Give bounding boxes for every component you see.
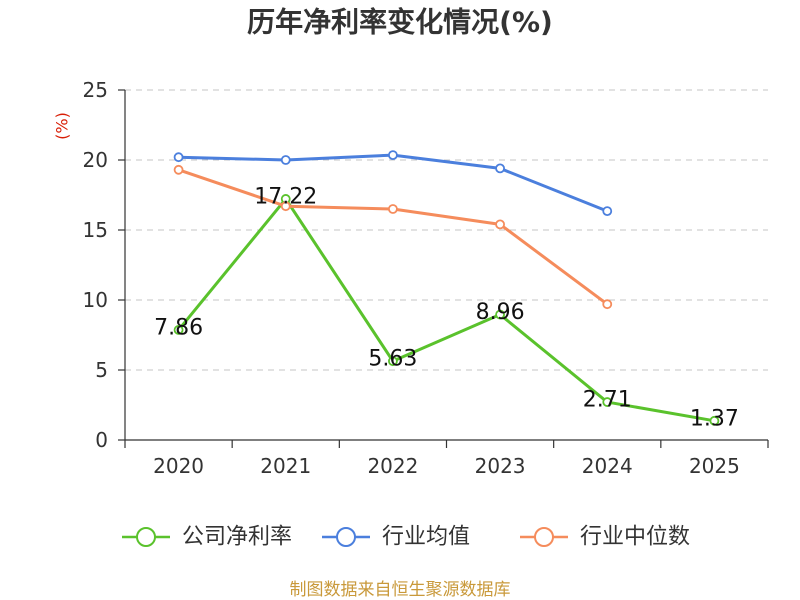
industry-average-point	[495, 163, 505, 174]
industry-median-point	[280, 201, 291, 212]
x-tick-label: 2023	[475, 454, 526, 478]
y-tick-label: 15	[83, 218, 108, 242]
legend: 公司净利率 行业均值 行业中位数	[122, 525, 690, 550]
industry-average-point	[173, 152, 184, 163]
legend-item-company-net-margin[interactable]: 公司净利率	[122, 525, 292, 550]
y-axis-label: (%)	[53, 112, 72, 140]
industry-median-point	[173, 164, 184, 175]
industry-average-line	[177, 153, 609, 213]
source-note: 制图数据来自恒生聚源数据库	[290, 580, 511, 600]
industry-average-point	[602, 206, 613, 217]
legend-marker-circle	[136, 527, 156, 547]
industry-median-point	[602, 299, 613, 310]
x-tick-label: 2022	[367, 454, 418, 478]
industry-median-line	[177, 168, 609, 306]
chart-title: 历年净利率变化情况(%)	[247, 6, 553, 39]
industry-average-point	[388, 150, 398, 161]
company-net-margin-data-label: 7.86	[154, 315, 203, 340]
company-net-margin-point	[495, 309, 505, 320]
industry-median-point	[388, 204, 398, 214]
company-net-margin-line	[177, 197, 716, 423]
x-tick-label: 2025	[689, 454, 740, 478]
legend-item-industry-average[interactable]: 行业均值	[322, 525, 470, 550]
company-net-margin-data-label: 8.96	[476, 300, 525, 325]
x-tick-label: 2024	[582, 454, 633, 478]
company-net-margin-data-label: 17.22	[254, 184, 317, 209]
data-labels: 7.86 17.22 5.63 8.96 2.71 1.37	[154, 184, 739, 431]
company-net-margin-data-label: 1.37	[690, 406, 739, 431]
company-net-margin-point	[388, 356, 398, 367]
industry-median-point	[495, 219, 505, 230]
x-tick-label: 2021	[260, 454, 311, 478]
y-tick-label: 10	[83, 288, 108, 312]
grid	[125, 89, 768, 371]
x-tick-label: 2020	[153, 454, 204, 478]
legend-label: 行业均值	[382, 525, 470, 550]
legend-label: 行业中位数	[580, 525, 690, 550]
y-tick-label: 0	[95, 428, 108, 452]
company-net-margin-point	[602, 397, 613, 407]
y-tick-label: 25	[83, 78, 108, 102]
y-tick-label: 5	[95, 358, 108, 382]
legend-label: 公司净利率	[182, 525, 292, 550]
company-net-margin-point	[173, 325, 184, 335]
legend-marker-circle	[336, 527, 356, 547]
legend-item-industry-median[interactable]: 行业中位数	[520, 525, 690, 550]
legend-marker-circle	[534, 527, 554, 547]
y-tick-label: 20	[83, 148, 108, 172]
company-net-margin-data-label: 2.71	[583, 388, 632, 413]
series-group	[173, 150, 720, 426]
company-net-margin-data-label: 5.63	[368, 347, 417, 372]
company-net-margin-point	[709, 415, 720, 426]
industry-average-point	[280, 155, 291, 165]
